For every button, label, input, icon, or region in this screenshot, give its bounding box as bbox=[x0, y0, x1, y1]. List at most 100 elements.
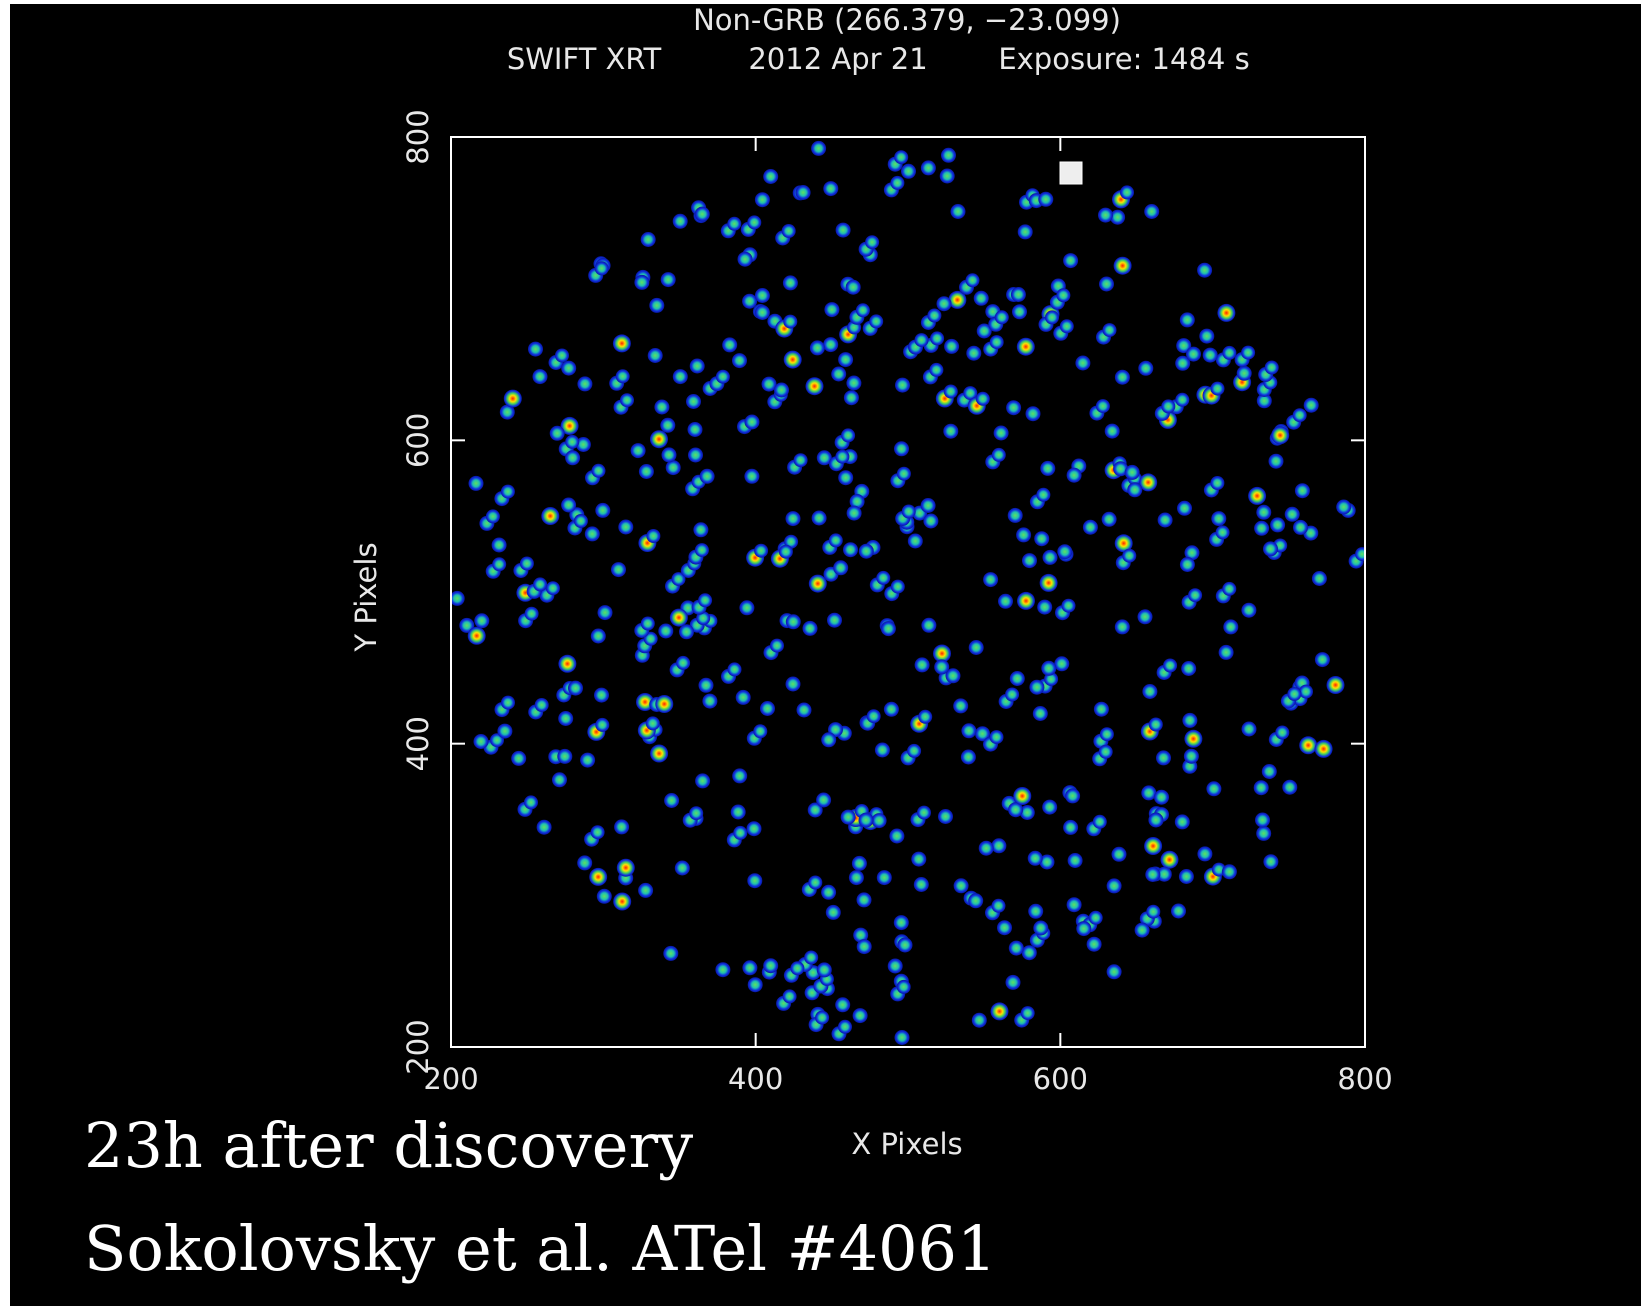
photon-blob bbox=[1182, 713, 1197, 728]
source-marker bbox=[1060, 162, 1082, 184]
photon-blob bbox=[991, 1002, 1009, 1020]
photon-blob bbox=[1112, 847, 1127, 862]
photon-blob bbox=[974, 291, 989, 306]
photon-blob bbox=[929, 363, 943, 377]
photon-blob bbox=[1145, 867, 1160, 882]
photon-blob bbox=[867, 709, 881, 723]
photon-blob bbox=[580, 753, 595, 768]
photon-blob bbox=[852, 856, 867, 871]
photon-blob bbox=[731, 805, 746, 820]
x-axis-label: X Pixels bbox=[851, 1127, 962, 1161]
photon-blob bbox=[501, 696, 515, 710]
photon-blob bbox=[1016, 527, 1031, 542]
photon-blob bbox=[897, 467, 911, 481]
photon-blob bbox=[1100, 727, 1114, 741]
photon-blob bbox=[1270, 517, 1285, 532]
y-tick-label: 800 bbox=[401, 109, 435, 164]
photon-blob bbox=[1034, 531, 1049, 546]
x-tick-label: 800 bbox=[1337, 1062, 1392, 1096]
photon-blob bbox=[1293, 408, 1307, 422]
photon-blob bbox=[1256, 826, 1271, 841]
photon-blob bbox=[849, 870, 864, 885]
photon-blob bbox=[895, 1030, 910, 1045]
photon-blob bbox=[753, 724, 767, 738]
photon-blob bbox=[1175, 814, 1190, 829]
photon-blob bbox=[699, 678, 714, 693]
photon-blob bbox=[1056, 288, 1070, 302]
photon-blob bbox=[592, 464, 606, 478]
photon-blob bbox=[827, 613, 842, 628]
photon-blob bbox=[1013, 787, 1031, 805]
photon-blob bbox=[1063, 820, 1078, 835]
photon-blob bbox=[790, 961, 804, 975]
photon-blob bbox=[1017, 338, 1035, 356]
photon-blob bbox=[639, 464, 654, 479]
photon-blob bbox=[823, 181, 838, 196]
photon-blob bbox=[561, 498, 576, 513]
photon-blob bbox=[835, 997, 850, 1012]
photon-blob bbox=[565, 435, 579, 449]
photon-blob bbox=[915, 657, 930, 672]
photon-blob bbox=[742, 960, 757, 975]
photon-blob bbox=[1087, 937, 1102, 952]
photon-blob bbox=[811, 141, 826, 156]
title: Non-GRB (266.379, −23.099) bbox=[693, 3, 1121, 37]
photon-blob bbox=[1203, 348, 1218, 363]
photon-blob bbox=[1141, 785, 1156, 800]
photon-blob bbox=[1103, 323, 1117, 337]
photon-blob bbox=[865, 235, 879, 249]
photon-blob bbox=[921, 618, 936, 633]
photon-blob bbox=[650, 430, 668, 448]
photon-blob bbox=[1107, 878, 1122, 893]
photon-blob bbox=[1186, 347, 1201, 362]
photon-blob bbox=[1127, 482, 1142, 497]
photon-blob bbox=[747, 873, 762, 888]
photon-blob bbox=[611, 562, 626, 577]
photon-blob bbox=[786, 511, 801, 526]
photon-blob bbox=[1242, 722, 1257, 737]
photon-blob bbox=[1144, 204, 1159, 219]
photon-blob bbox=[577, 855, 592, 870]
photon-blob bbox=[1089, 911, 1103, 925]
photon-blob bbox=[1161, 399, 1175, 413]
photon-blob bbox=[673, 214, 688, 229]
photon-blob bbox=[1099, 277, 1114, 292]
photon-blob bbox=[937, 296, 952, 311]
photon-blob bbox=[591, 825, 605, 839]
photon-blob bbox=[1067, 468, 1082, 483]
photon-blob bbox=[1282, 780, 1297, 795]
photon-blob bbox=[944, 339, 959, 354]
photon-blob bbox=[918, 710, 932, 724]
photon-blob bbox=[646, 529, 660, 543]
photon-blob bbox=[690, 359, 705, 374]
photon-blob bbox=[1062, 599, 1076, 613]
photon-blob bbox=[662, 447, 677, 462]
photon-blob bbox=[853, 1008, 868, 1023]
photon-blob bbox=[902, 505, 916, 519]
photon-blob bbox=[1029, 680, 1044, 695]
photon-blob bbox=[1265, 361, 1279, 375]
photon-blob bbox=[738, 252, 753, 267]
photon-blob bbox=[727, 217, 741, 231]
photon-blob bbox=[742, 294, 757, 309]
photon-blob bbox=[670, 609, 688, 627]
photon-blob bbox=[558, 655, 576, 673]
photon-blob bbox=[468, 627, 486, 645]
photon-blob bbox=[833, 560, 848, 575]
photon-blob bbox=[1105, 424, 1120, 439]
photon-blob bbox=[1022, 553, 1037, 568]
photon-blob bbox=[1148, 813, 1163, 828]
photon-blob bbox=[1057, 544, 1072, 559]
photon-blob bbox=[492, 538, 507, 553]
photon-blob bbox=[923, 514, 938, 529]
photon-blob bbox=[1028, 904, 1043, 919]
photon-blob bbox=[856, 303, 870, 317]
photon-blob bbox=[995, 310, 1009, 324]
photon-blob bbox=[1158, 513, 1173, 528]
photon-blob bbox=[695, 773, 710, 788]
photon-blob bbox=[486, 509, 500, 523]
photon-blob bbox=[1180, 312, 1195, 327]
photon-blob bbox=[1315, 740, 1333, 758]
photon-blob bbox=[728, 662, 742, 676]
photon-blob bbox=[646, 716, 660, 730]
